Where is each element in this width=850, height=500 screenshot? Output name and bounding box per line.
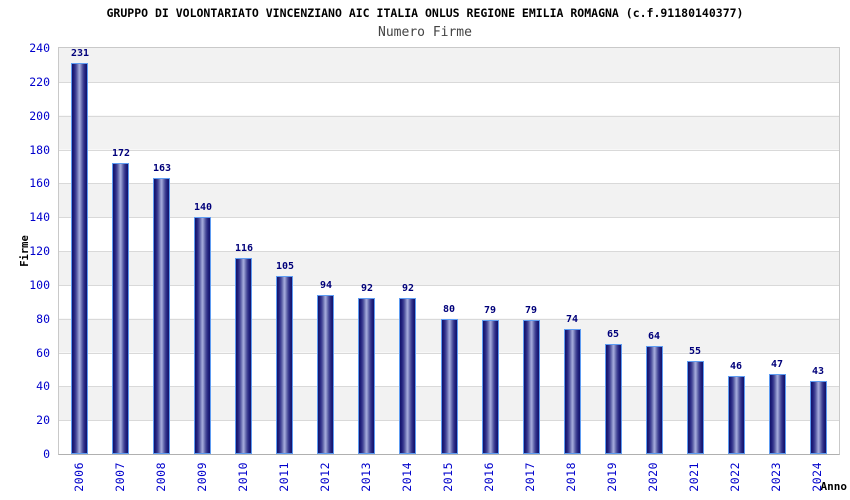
bar-value-label: 231 <box>70 48 90 59</box>
bar <box>769 374 786 454</box>
bar-value-label: 46 <box>729 361 743 372</box>
bar-value-label: 47 <box>770 359 784 370</box>
x-tick-label: 2010 <box>236 462 250 492</box>
bar <box>276 276 293 454</box>
y-tick-label: 60 <box>36 346 50 360</box>
x-tick-label: 2019 <box>605 462 619 492</box>
bar <box>482 320 499 454</box>
bar-value-label: 92 <box>360 283 374 294</box>
gridline <box>59 150 839 151</box>
bar-value-label: 79 <box>524 305 538 316</box>
y-tick-label: 240 <box>29 41 50 55</box>
bar-value-label: 172 <box>111 148 131 159</box>
x-tick-label: 2014 <box>400 462 414 492</box>
bar <box>728 376 745 454</box>
plot-area <box>58 47 840 455</box>
bar <box>399 298 416 454</box>
bar-value-label: 105 <box>275 261 295 272</box>
gridline <box>59 82 839 83</box>
bar <box>441 319 458 454</box>
x-tick-label: 2017 <box>523 462 537 492</box>
bar <box>235 258 252 454</box>
y-tick-label: 80 <box>36 312 50 326</box>
gridline <box>59 217 839 218</box>
bar-value-label: 140 <box>193 202 213 213</box>
y-tick-label: 40 <box>36 379 50 393</box>
bar-value-label: 43 <box>811 366 825 377</box>
x-axis-label: Anno <box>820 480 848 493</box>
bar-value-label: 163 <box>152 163 172 174</box>
bar <box>153 178 170 454</box>
bar-value-label: 64 <box>647 331 661 342</box>
x-tick-label: 2018 <box>564 462 578 492</box>
bar-value-label: 92 <box>401 283 415 294</box>
bar <box>687 361 704 454</box>
gridline <box>59 116 839 117</box>
bar <box>523 320 540 454</box>
gridline <box>59 251 839 252</box>
bar-value-label: 55 <box>688 346 702 357</box>
bar-value-label: 116 <box>234 243 254 254</box>
y-tick-label: 0 <box>43 447 50 461</box>
x-tick-label: 2011 <box>277 462 291 492</box>
bar-value-label: 94 <box>319 280 333 291</box>
x-tick-label: 2013 <box>359 462 373 492</box>
y-tick-label: 220 <box>29 75 50 89</box>
x-tick-label: 2023 <box>769 462 783 492</box>
bar-value-label: 65 <box>606 329 620 340</box>
bar <box>810 381 827 454</box>
y-tick-label: 120 <box>29 244 50 258</box>
x-tick-label: 2007 <box>113 462 127 492</box>
x-tick-label: 2009 <box>195 462 209 492</box>
bar-value-label: 80 <box>442 304 456 315</box>
bar-value-label: 74 <box>565 314 579 325</box>
bar <box>646 346 663 454</box>
chart-subtitle: Numero Firme <box>378 25 472 40</box>
x-tick-label: 2015 <box>441 462 455 492</box>
bar <box>194 217 211 454</box>
x-tick-label: 2012 <box>318 462 332 492</box>
y-tick-label: 160 <box>29 176 50 190</box>
gridline <box>59 285 839 286</box>
y-tick-label: 20 <box>36 413 50 427</box>
bar <box>317 295 334 454</box>
x-tick-label: 2021 <box>687 462 701 492</box>
y-tick-label: 140 <box>29 210 50 224</box>
gridline <box>59 183 839 184</box>
bar <box>71 63 88 454</box>
x-tick-label: 2006 <box>72 462 86 492</box>
y-tick-label: 100 <box>29 278 50 292</box>
y-tick-label: 200 <box>29 109 50 123</box>
bar <box>112 163 129 454</box>
y-tick-label: 180 <box>29 143 50 157</box>
bar <box>605 344 622 454</box>
bar <box>564 329 581 454</box>
x-tick-label: 2020 <box>646 462 660 492</box>
x-tick-label: 2022 <box>728 462 742 492</box>
chart-title: GRUPPO DI VOLONTARIATO VINCENZIANO AIC I… <box>106 6 744 20</box>
x-tick-label: 2016 <box>482 462 496 492</box>
bar-value-label: 79 <box>483 305 497 316</box>
bar <box>358 298 375 454</box>
x-tick-label: 2008 <box>154 462 168 492</box>
